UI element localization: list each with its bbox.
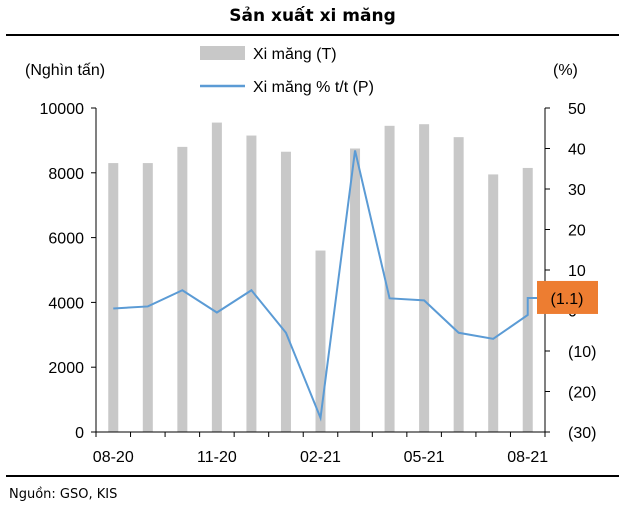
x-tick-label: 08-20	[93, 449, 134, 466]
left-tick-label: 0	[75, 425, 84, 442]
source-note: Nguồn: GSO, KIS	[9, 487, 118, 502]
right-tick-label: (20)	[568, 385, 596, 402]
right-tick-label: 50	[568, 101, 586, 118]
bar-02-21	[315, 250, 326, 432]
bar-05-21	[419, 124, 430, 432]
left-tick-label: 10000	[40, 101, 85, 118]
x-tick-label: 02-21	[300, 449, 341, 466]
right-tick-label: (30)	[568, 425, 596, 442]
bar-04-21	[384, 125, 395, 432]
legend-line-label: Xi măng % t/t (P)	[253, 79, 374, 96]
bottom-rule	[6, 475, 619, 477]
left-tick-label: 4000	[48, 295, 84, 312]
left-tick-label: 2000	[48, 360, 84, 377]
x-tick-label: 05-21	[404, 449, 445, 466]
right-tick-label: 40	[568, 142, 586, 159]
annotation-label: (1.1)	[551, 291, 584, 308]
left-axis-unit-label: (Nghìn tấn)	[25, 62, 105, 79]
chart-title: Sản xuất xi măng	[229, 6, 396, 26]
plot-area: 020004000600080001000050403020100(10)(20…	[40, 101, 598, 466]
right-axis-unit-label: (%)	[553, 62, 578, 79]
cement-chart: (Nghìn tấn) (%) Xi măng (T) Xi măng % t/…	[25, 46, 598, 466]
legend-bar-swatch	[200, 46, 245, 60]
right-tick-label: (10)	[568, 344, 596, 361]
top-rule	[6, 34, 619, 36]
right-tick-label: 10	[568, 263, 586, 280]
right-tick-label: 30	[568, 182, 586, 199]
legend-bar-label: Xi măng (T)	[253, 46, 337, 63]
bar-01-21	[280, 151, 291, 433]
left-tick-label: 8000	[48, 166, 84, 183]
annotation-box	[537, 280, 598, 314]
left-tick-label: 6000	[48, 231, 84, 248]
legend: Xi măng (T) Xi măng % t/t (P)	[200, 46, 374, 96]
x-tick-label: 08-21	[507, 449, 548, 466]
bar-03-21	[350, 148, 361, 432]
bar-11-20	[211, 122, 222, 432]
right-tick-label: 20	[568, 223, 586, 240]
x-tick-label: 11-20	[197, 449, 237, 466]
bar-06-21	[453, 137, 464, 432]
bar-08-20	[108, 163, 119, 432]
bar-09-20	[142, 163, 153, 432]
bar-12-20	[246, 135, 257, 433]
bar-07-21	[488, 174, 499, 433]
